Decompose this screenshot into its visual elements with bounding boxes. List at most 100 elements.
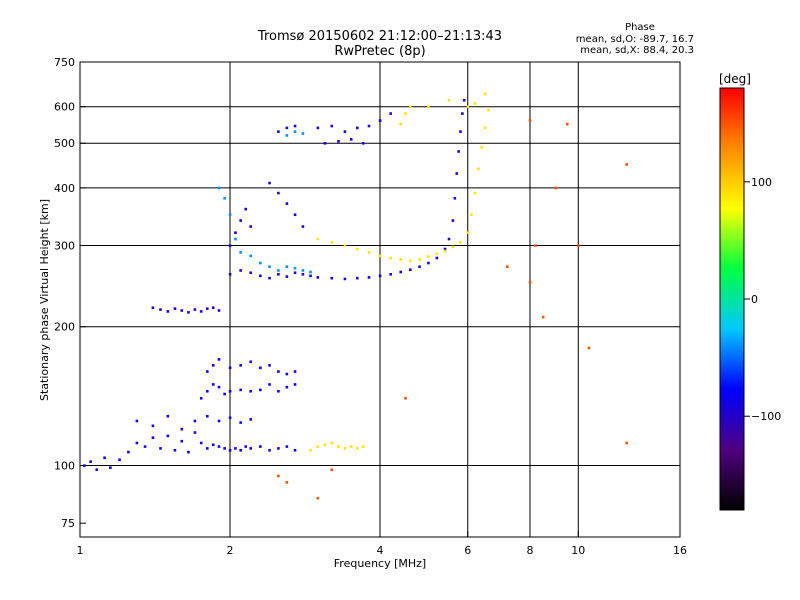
data-point — [447, 237, 451, 241]
data-point — [277, 474, 280, 478]
x-tick-label: 4 — [377, 544, 384, 557]
data-point — [277, 370, 280, 373]
data-point — [293, 124, 297, 128]
data-point — [285, 275, 289, 278]
data-point — [466, 231, 470, 234]
data-point — [234, 447, 237, 450]
data-point — [587, 346, 591, 350]
data-point — [228, 416, 232, 420]
data-point — [166, 414, 170, 418]
data-point — [309, 270, 312, 274]
data-point — [277, 130, 280, 133]
data-point — [234, 237, 237, 241]
data-point — [249, 225, 253, 228]
data-point — [427, 105, 430, 109]
y-tick-label: 750 — [54, 56, 75, 69]
data-point — [180, 309, 184, 312]
colorbar-ticks: −100 0 100 — [744, 176, 781, 423]
y-tick-label: 400 — [54, 182, 75, 195]
data-point — [249, 389, 253, 393]
data-point — [211, 364, 215, 367]
colorbar-tick-label: −100 — [751, 410, 781, 423]
data-point — [277, 389, 280, 393]
data-point — [277, 447, 280, 450]
data-point — [293, 370, 297, 373]
data-point — [228, 448, 232, 452]
data-point — [239, 251, 242, 254]
y-axis-label: Stationary phase Virtual Height [km] — [38, 199, 51, 401]
data-point — [205, 447, 209, 450]
data-point — [462, 98, 466, 102]
colorbar-label: [deg] — [719, 72, 751, 86]
data-point — [217, 186, 221, 190]
data-point — [159, 308, 162, 311]
phase-stats-o: mean, sd,O: -89.7, 16.7 — [576, 34, 694, 45]
data-point — [389, 272, 392, 276]
data-point — [239, 421, 242, 424]
data-point — [211, 383, 215, 386]
data-point — [451, 245, 455, 249]
data-point — [480, 146, 484, 149]
y-tick-label: 600 — [54, 101, 75, 114]
data-point — [378, 274, 382, 278]
data-point — [427, 255, 430, 258]
data-point — [285, 445, 289, 448]
data-point — [159, 447, 162, 450]
data-point — [217, 445, 221, 448]
data-point — [355, 276, 359, 280]
data-point — [228, 244, 232, 247]
data-point — [323, 142, 327, 145]
data-point — [223, 196, 226, 200]
data-point — [239, 388, 242, 392]
y-tick-label: 75 — [61, 517, 75, 530]
data-point — [268, 181, 271, 185]
data-point — [389, 256, 392, 260]
data-point — [309, 448, 312, 452]
data-point — [473, 191, 477, 195]
data-point — [409, 268, 412, 272]
data-point — [239, 448, 242, 452]
data-point — [451, 219, 455, 222]
data-point — [477, 167, 480, 171]
data-point — [239, 269, 242, 272]
data-point — [409, 105, 412, 109]
data-point — [343, 244, 347, 247]
data-point — [109, 466, 112, 469]
data-point — [103, 456, 106, 460]
data-point — [534, 244, 537, 247]
data-point — [343, 447, 347, 450]
data-point — [249, 254, 253, 258]
colorbar-tick-label: 0 — [751, 293, 758, 306]
colorbar-tick-label: 100 — [751, 176, 772, 189]
data-point — [293, 383, 297, 386]
data-point — [461, 112, 464, 115]
data-point — [205, 414, 209, 418]
data-point — [293, 130, 297, 133]
data-point — [293, 266, 297, 270]
y-tick-label: 500 — [54, 137, 75, 150]
data-point — [118, 458, 121, 462]
data-point — [483, 92, 487, 96]
data-point — [483, 126, 487, 130]
data-point — [367, 124, 371, 128]
data-point — [355, 126, 359, 130]
phase-stats-x: mean, sd,X: 88.4, 20.3 — [580, 45, 694, 56]
data-point — [528, 280, 532, 284]
data-point — [211, 443, 215, 447]
x-tick-label: 16 — [673, 544, 687, 557]
data-point — [625, 441, 628, 445]
x-tick-label: 10 — [571, 544, 585, 557]
data-point — [343, 130, 347, 133]
data-point — [151, 436, 155, 439]
data-point — [211, 306, 215, 310]
data-point — [259, 261, 262, 265]
data-point — [459, 241, 462, 244]
data-point — [285, 372, 289, 376]
data-point — [528, 119, 532, 122]
data-point — [249, 271, 253, 275]
data-point — [349, 138, 353, 141]
data-point — [268, 364, 271, 367]
data-point — [285, 385, 289, 389]
data-point — [199, 396, 203, 400]
data-point — [205, 370, 209, 373]
